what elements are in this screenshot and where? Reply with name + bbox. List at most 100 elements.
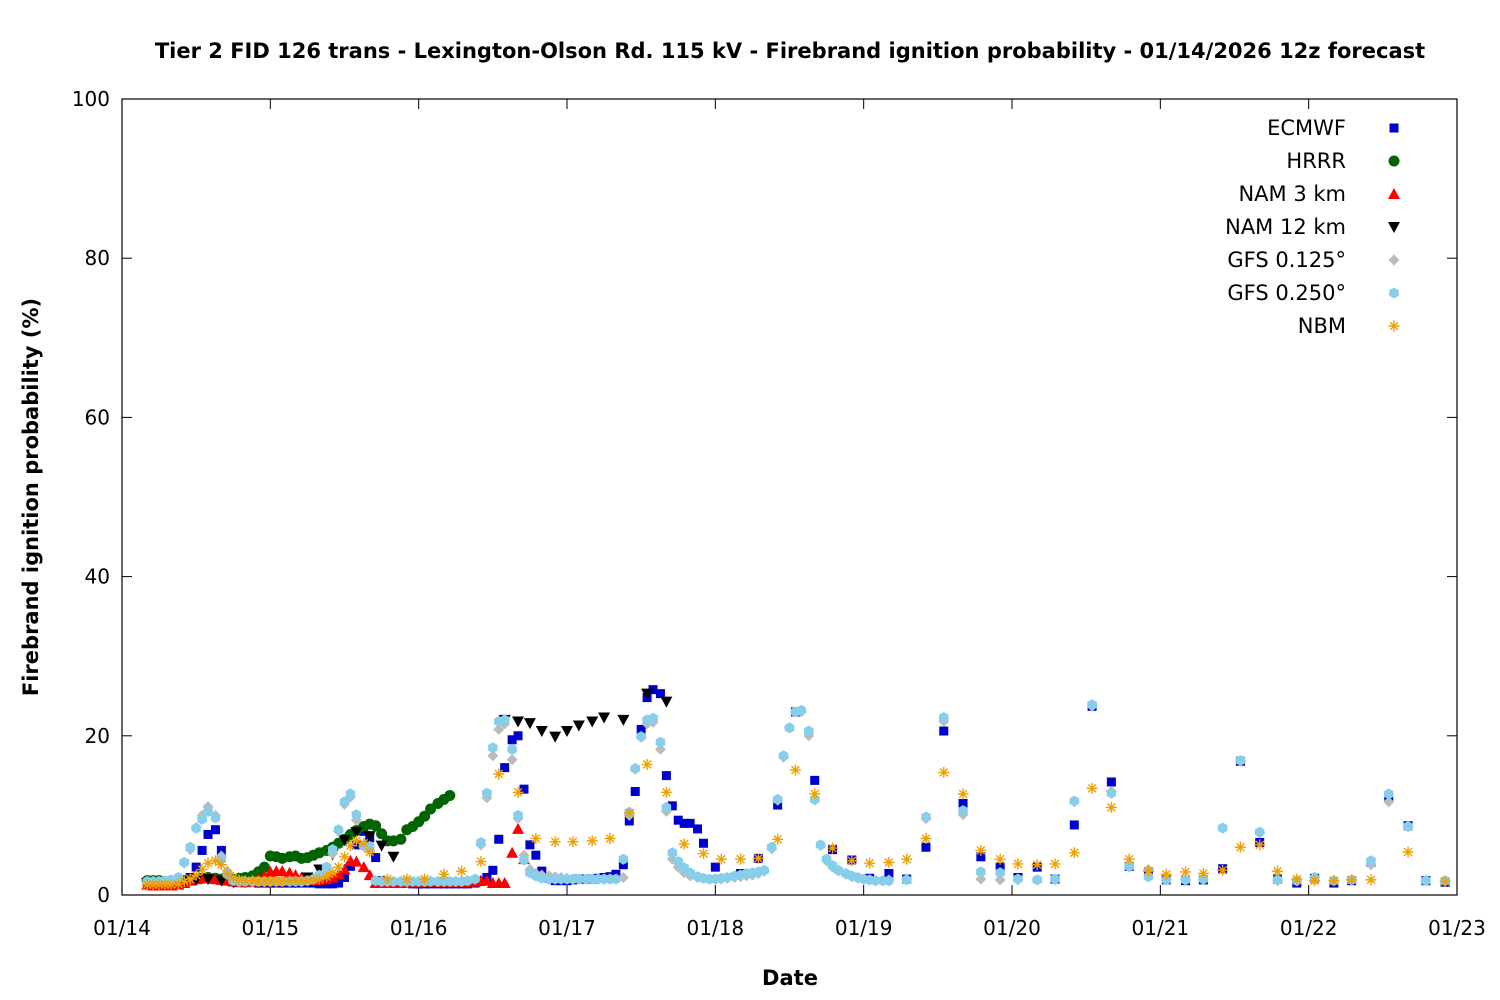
data-point [344,840,356,852]
data-point [1106,787,1117,799]
data-point [196,864,208,876]
x-tick-label: 01/21 [1132,916,1190,940]
data-point [153,879,165,891]
series-nbm [141,758,1451,891]
legend-marker [1388,320,1400,332]
data-point [351,809,362,821]
legend-marker [1388,254,1400,266]
data-point [920,832,932,844]
data-point [350,855,363,867]
data-point [493,723,505,735]
data-point [549,836,561,848]
data-point [159,879,171,891]
legend-marker [1388,222,1400,233]
data-point [215,859,227,871]
data-point [178,875,190,887]
data-point [209,855,221,867]
data-point [531,850,541,860]
legend-label: NAM 3 km [1238,182,1346,206]
data-point [210,812,221,824]
x-tick-label: 01/15 [242,916,300,940]
data-point [512,822,525,834]
data-point [387,851,400,863]
data-point [870,875,881,887]
data-point [507,735,517,745]
data-point [667,847,678,859]
data-point [1180,866,1192,878]
data-point [252,875,264,887]
data-point [499,714,510,726]
y-tick-label: 0 [97,883,110,907]
data-point [172,878,184,890]
data-point [165,879,177,891]
data-point [488,865,498,875]
data-point [476,837,486,848]
data-point [1254,839,1266,851]
data-point [307,874,319,886]
legend-marker [1388,155,1400,167]
data-point [685,867,695,879]
x-tick-label: 01/16 [390,916,448,940]
data-point [618,860,628,870]
data-point [190,869,202,881]
data-point [444,790,456,801]
data-point [939,712,949,723]
data-point [1366,855,1376,867]
data-point [1328,875,1340,887]
data-point [530,832,542,844]
y-tick-label: 100 [72,87,110,111]
data-point [641,758,653,770]
data-point [357,861,370,873]
data-point [611,873,621,885]
data-point [513,731,523,741]
data-point [1402,846,1414,858]
data-point [598,712,611,724]
data-point [994,874,1006,886]
data-point [586,835,598,847]
data-point [604,832,616,844]
data-point [561,726,573,738]
data-point [340,872,349,882]
data-point [363,831,376,843]
data-point [586,716,599,728]
data-point [815,839,826,851]
data-point [618,853,629,865]
data-point [661,801,672,813]
data-point [655,689,665,699]
data-point [233,874,245,886]
data-point [804,725,814,737]
data-point [197,813,207,825]
data-point [141,879,153,891]
data-point [648,712,658,724]
data-point [258,875,270,887]
data-point [239,875,251,887]
data-point [179,856,190,868]
data-point [957,788,969,800]
data-point [1217,864,1229,876]
data-point [327,867,339,879]
data-point [203,830,213,840]
data-point [276,875,288,887]
data-point [202,857,214,869]
data-point [525,840,535,850]
data-point [1106,777,1116,787]
data-point [173,872,184,883]
data-point [382,873,394,885]
data-point [1124,860,1134,872]
data-point [641,688,654,700]
data-point [334,878,344,888]
data-point [1272,865,1284,877]
data-point [567,836,579,848]
data-point [722,872,732,883]
data-point [321,871,333,883]
data-point [470,873,480,885]
legend-label: ECMWF [1267,116,1346,140]
data-point [630,762,640,774]
data-point [358,837,370,849]
legend-marker [1389,123,1399,133]
data-point [328,879,338,889]
legend-label: GFS 0.125° [1227,248,1346,272]
data-point [203,805,213,817]
data-point [846,855,858,867]
data-point [185,841,195,853]
